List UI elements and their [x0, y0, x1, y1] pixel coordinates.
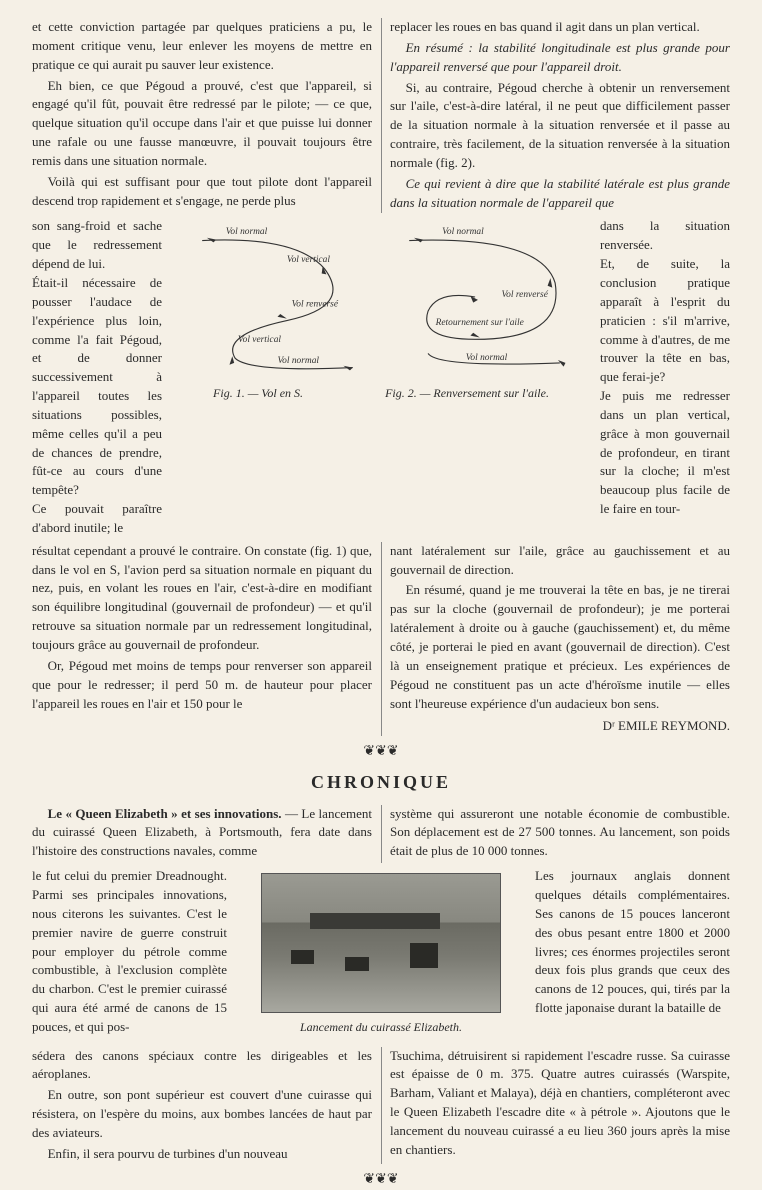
right-narrow-text: dans la situation renversée. Et, de suit…: [600, 217, 730, 537]
para: En outre, son pont supérieur est couvert…: [32, 1086, 372, 1143]
upper-top-columns: et cette conviction partagée par quelque…: [32, 18, 730, 213]
plane-icon: [229, 357, 234, 365]
para: En résumé : la stabilité longitudinale e…: [390, 39, 730, 77]
lower-top-columns: Le « Queen Elizabeth » et ses innovation…: [32, 805, 730, 864]
para: sédera des canons spéciaux contre les di…: [32, 1047, 372, 1085]
para: Ce qui revient à dire que la stabilité l…: [390, 175, 730, 213]
fig-label: Vol normal: [466, 353, 508, 363]
fig-label: Vol vertical: [238, 336, 281, 346]
para: Voilà qui est suffisant pour que tout pi…: [32, 173, 372, 211]
para: nant latéralement sur l'aile, grâce au g…: [390, 542, 730, 580]
para: Or, Pégoud met moins de temps pour renve…: [32, 657, 372, 714]
plane-icon: [277, 314, 286, 319]
figure-row: son sang-froid et sache que le redressem…: [32, 217, 730, 537]
left-narrow-text: son sang-froid et sache que le redressem…: [32, 217, 162, 537]
tugboat-icon: [291, 950, 315, 964]
flight-diagram: Vol normal Vol vertical Vol renversé Vol…: [172, 217, 590, 537]
para: Si, au contraire, Pégoud cherche à obten…: [390, 79, 730, 173]
lead-bold: Le « Queen Elizabeth » et ses innovation…: [48, 806, 282, 821]
para: et cette conviction partagée par quelque…: [32, 18, 372, 75]
para: Le « Queen Elizabeth » et ses innovation…: [32, 805, 372, 862]
upper-bottom-columns: résultat cependant a prouvé le contraire…: [32, 542, 730, 736]
photo-caption: Lancement du cuirassé Elizabeth.: [237, 1019, 525, 1036]
author-byline: Dʳ EMILE REYMOND.: [390, 717, 730, 736]
article-pegoud: et cette conviction partagée par quelque…: [32, 18, 730, 736]
plane-icon: [548, 279, 553, 288]
para: En résumé, quand je me trouverai la tête…: [390, 581, 730, 713]
fig-label: Vol normal: [226, 227, 268, 237]
photo-row: le fut celui du premier Dreadnought. Par…: [32, 867, 730, 1042]
para: Enfin, il sera pourvu de turbines d'un n…: [32, 1145, 372, 1164]
plane-icon: [470, 333, 479, 338]
left-side-text: le fut celui du premier Dreadnought. Par…: [32, 867, 227, 1042]
fig-label: Vol normal: [277, 356, 319, 366]
para: replacer les roues en bas quand il agit …: [390, 18, 730, 37]
article-queen-elizabeth: Le « Queen Elizabeth » et ses innovation…: [32, 805, 730, 1164]
figure-caption-2: Fig. 2. — Renversement sur l'aile.: [385, 385, 549, 402]
section-ornament: ❦❦❦: [32, 742, 730, 762]
para: résultat cependant a prouvé le contraire…: [32, 542, 372, 655]
para: système qui assureront une notable écono…: [390, 805, 730, 862]
spiral-path: [409, 241, 560, 365]
fig-label: Vol normal: [442, 227, 484, 237]
para: Tsuchima, détruisirent si rapidement l'e…: [390, 1047, 730, 1160]
right-side-text: Les journaux anglais donnent quelques dé…: [535, 867, 730, 1042]
fig-label: Vol renversé: [501, 290, 548, 300]
figure-caption-1: Fig. 1. — Vol en S.: [213, 385, 303, 402]
footer-ornament: ❦❦❦: [32, 1170, 730, 1190]
ship-photo-block: Lancement du cuirassé Elizabeth.: [237, 867, 525, 1042]
fig-label: Vol vertical: [287, 256, 330, 266]
diagram-svg: Vol normal Vol vertical Vol renversé Vol…: [172, 217, 590, 377]
tugboat-icon: [345, 957, 369, 971]
para: Eh bien, ce que Pégoud a prouvé, c'est q…: [32, 77, 372, 171]
ship-launch-photo: [261, 873, 501, 1013]
fig-label: Retournement sur l'aile: [435, 319, 524, 329]
chronique-heading: CHRONIQUE: [32, 769, 730, 795]
fig-label: Vol renversé: [292, 300, 339, 310]
lower-bottom-columns: sédera des canons spéciaux contre les di…: [32, 1047, 730, 1164]
